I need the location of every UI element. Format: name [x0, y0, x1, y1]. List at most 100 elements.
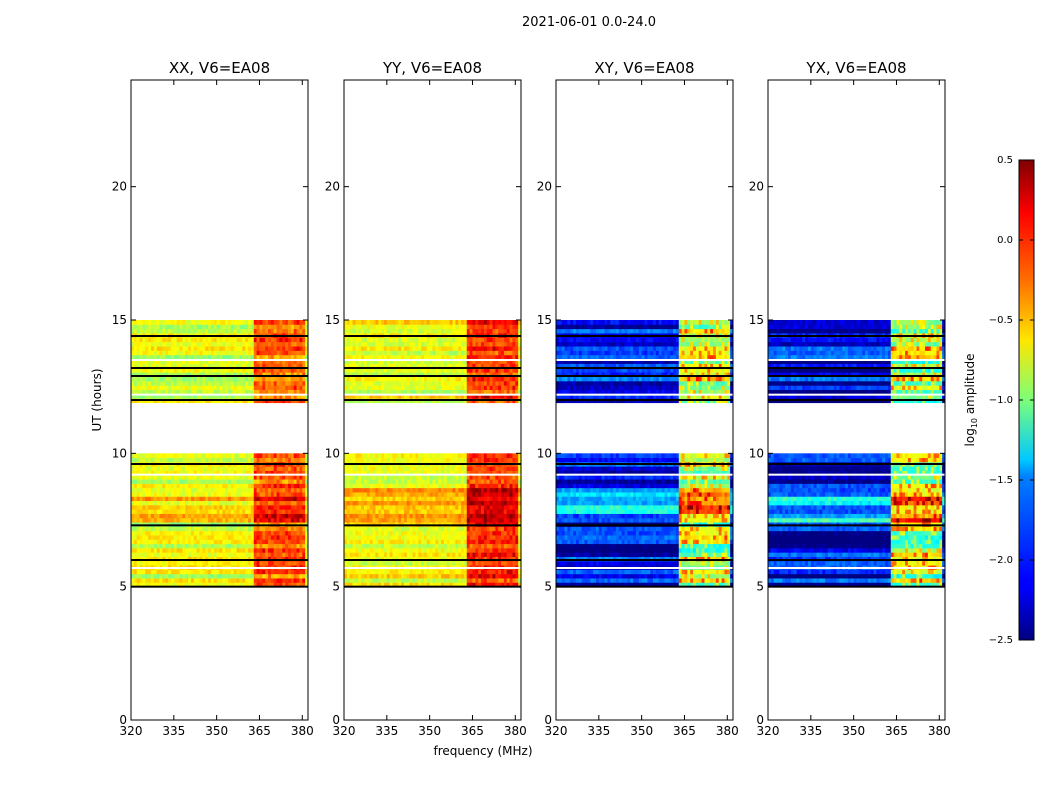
heatmap-cell: [450, 578, 453, 583]
heatmap-cell: [242, 381, 245, 386]
heatmap-cell: [188, 342, 191, 347]
heatmap-cell: [265, 496, 268, 501]
heatmap-cell: [225, 466, 228, 471]
heatmap-cell: [259, 531, 262, 536]
heatmap-cell: [418, 548, 421, 553]
heatmap-cell: [245, 535, 248, 540]
heatmap-cell: [225, 355, 228, 360]
heatmap-cell: [271, 539, 274, 544]
heatmap-cell: [288, 381, 291, 386]
heatmap-cell: [254, 488, 257, 493]
heatmap-cell: [387, 548, 390, 553]
heatmap-cell: [421, 458, 424, 463]
heatmap-cell: [168, 492, 171, 497]
heatmap-cell: [447, 539, 450, 544]
heatmap-cell: [353, 458, 356, 463]
heatmap-cell: [515, 535, 518, 540]
heatmap-cell: [291, 488, 294, 493]
heatmap-cell: [237, 548, 240, 553]
heatmap-cell: [188, 574, 191, 579]
heatmap-cell: [211, 509, 214, 514]
heatmap-cell: [188, 548, 191, 553]
heatmap-cell: [182, 535, 185, 540]
heatmap-cell: [375, 509, 378, 514]
heatmap-cell: [279, 535, 282, 540]
heatmap-cell: [510, 518, 513, 523]
heatmap-cell: [197, 466, 200, 471]
heatmap-cell: [237, 569, 240, 574]
heatmap-cell: [381, 561, 384, 566]
heatmap-cell: [200, 552, 203, 557]
heatmap-cell: [254, 501, 257, 506]
heatmap-cell: [299, 509, 302, 514]
heatmap-cell: [490, 578, 493, 583]
heatmap-cell: [297, 514, 300, 519]
heatmap-cell: [134, 509, 137, 514]
heatmap-cell: [268, 390, 271, 395]
heatmap-cell: [145, 531, 148, 536]
heatmap-cell: [375, 518, 378, 523]
heatmap-cell: [481, 492, 484, 497]
heatmap-cell: [274, 390, 277, 395]
heatmap-cell: [245, 526, 248, 531]
heatmap-cell: [427, 514, 430, 519]
heatmap-cell: [259, 578, 262, 583]
heatmap-cell: [294, 479, 297, 484]
heatmap-cell: [430, 466, 433, 471]
heatmap-cell: [197, 488, 200, 493]
heatmap-cell: [259, 377, 262, 382]
heatmap-cell: [188, 492, 191, 497]
heatmap-cell: [182, 569, 185, 574]
heatmap-cell: [239, 479, 242, 484]
heatmap-cell: [168, 574, 171, 579]
heatmap-cell: [373, 483, 376, 488]
heatmap-cell: [364, 509, 367, 514]
heatmap-cell: [171, 531, 174, 536]
heatmap-cell: [200, 324, 203, 329]
heatmap-cell: [208, 561, 211, 566]
heatmap-cell: [435, 544, 438, 549]
heatmap-cell: [242, 320, 245, 325]
heatmap-cell: [222, 324, 225, 329]
heatmap-cell: [237, 561, 240, 566]
heatmap-cell: [214, 496, 217, 501]
heatmap-cell: [237, 492, 240, 497]
heatmap-cell: [291, 350, 294, 355]
heatmap-cell: [450, 492, 453, 497]
heatmap-cell: [222, 518, 225, 523]
heatmap-cell: [188, 329, 191, 334]
heatmap-cell: [282, 342, 285, 347]
heatmap-cell: [262, 355, 265, 360]
heatmap-cell: [265, 385, 268, 390]
heatmap-cell: [501, 544, 504, 549]
heatmap-cell: [410, 552, 413, 557]
heatmap-cell: [140, 514, 143, 519]
heatmap-cell: [217, 453, 220, 458]
heatmap-cell: [265, 509, 268, 514]
heatmap-cell: [498, 544, 501, 549]
heatmap-cell: [262, 492, 265, 497]
heatmap-cell: [211, 548, 214, 553]
heatmap-cell: [171, 569, 174, 574]
heatmap-cell: [350, 496, 353, 501]
heatmap-cell: [234, 483, 237, 488]
heatmap-cell: [245, 539, 248, 544]
heatmap-cell: [151, 548, 154, 553]
heatmap-cell: [512, 578, 515, 583]
heatmap-cell: [387, 479, 390, 484]
heatmap-cell: [418, 518, 421, 523]
heatmap-cell: [137, 509, 140, 514]
heatmap-cell: [188, 390, 191, 395]
heatmap-cell: [200, 492, 203, 497]
heatmap-cell: [231, 337, 234, 342]
heatmap-cell: [430, 544, 433, 549]
heatmap-cell: [168, 337, 171, 342]
heatmap-cell: [174, 535, 177, 540]
heatmap-cell: [177, 544, 180, 549]
heatmap-cell: [347, 496, 350, 501]
heatmap-cell: [137, 539, 140, 544]
heatmap-cell: [154, 337, 157, 342]
heatmap-cell: [208, 569, 211, 574]
heatmap-cell: [475, 535, 478, 540]
heatmap-cell: [355, 544, 358, 549]
